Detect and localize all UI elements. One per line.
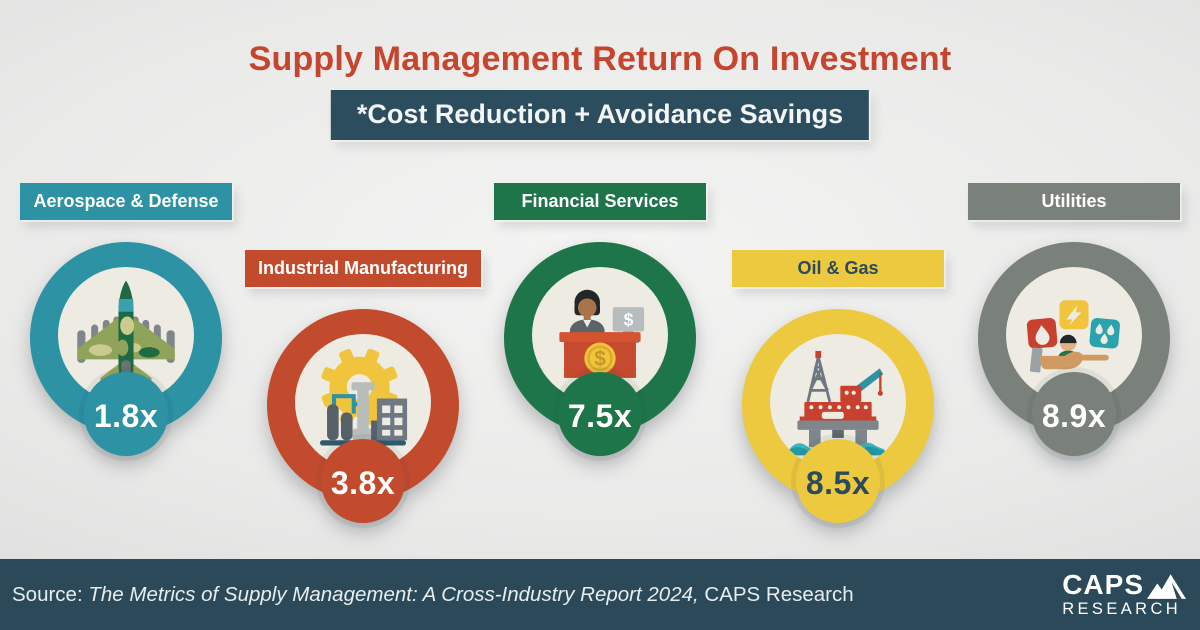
- svg-text:$: $: [594, 348, 606, 371]
- roi-value: 8.9x: [1041, 397, 1107, 434]
- caps-logo-text: CAPS: [1062, 569, 1144, 601]
- subtitle-banner: *Cost Reduction + Avoidance Savings: [330, 90, 870, 140]
- roi-value: 3.8x: [330, 464, 396, 501]
- roi-value: 7.5x: [567, 397, 633, 434]
- caps-logo-row: CAPS: [1062, 569, 1186, 601]
- badge-financial-services: Financial Services $: [482, 183, 718, 456]
- roi-value-bubble: 3.8x: [321, 439, 405, 523]
- source-suffix: CAPS Research: [698, 582, 854, 606]
- industry-label: Oil & Gas: [732, 250, 944, 287]
- source-citation: Source: The Metrics of Supply Management…: [12, 583, 854, 607]
- badge-oil-gas: Oil & Gas: [720, 250, 956, 523]
- roi-badge: 3.8x: [267, 309, 459, 523]
- roi-badge: 8.5x: [742, 309, 934, 523]
- svg-text:$: $: [624, 310, 634, 330]
- badge-utilities: Utilities: [956, 183, 1192, 456]
- mountain-logo-icon: [1147, 574, 1186, 600]
- footer-bar: Source: The Metrics of Supply Management…: [0, 559, 1200, 630]
- source-report-title: The Metrics of Supply Management: A Cros…: [88, 582, 699, 606]
- roi-value: 1.8x: [93, 397, 159, 434]
- badge-aerospace-defense: Aerospace & Defense: [8, 183, 244, 456]
- roi-badge: 8.9x: [978, 242, 1170, 456]
- utilities-hand-icon: [1026, 300, 1120, 373]
- page-title: Supply Management Return On Investment: [248, 40, 952, 78]
- badge-inner-circle: [58, 267, 194, 403]
- roi-value: 8.5x: [805, 464, 871, 501]
- source-prefix: Source:: [12, 582, 89, 606]
- bank-teller-icon: $ $: [559, 289, 645, 378]
- industry-label: Utilities: [968, 183, 1180, 220]
- roi-badge: 1.8x: [30, 242, 222, 456]
- industry-label: Aerospace & Defense: [20, 183, 232, 220]
- roi-value-bubble: 8.5x: [796, 439, 880, 523]
- badge-industrial-manufacturing: Industrial Manufacturing: [245, 250, 481, 523]
- roi-value-bubble: 7.5x: [558, 372, 642, 456]
- roi-badge: $ $ 7.5x: [504, 242, 696, 456]
- caps-research-logo: CAPS RESEARCH: [1062, 571, 1186, 618]
- industry-label: Financial Services: [494, 183, 706, 220]
- roi-value-bubble: 8.9x: [1032, 372, 1116, 456]
- roi-value-bubble: 1.8x: [84, 372, 168, 456]
- industry-label: Industrial Manufacturing: [245, 250, 481, 287]
- research-logo-text: RESEARCH: [1062, 600, 1182, 619]
- oil-rig-icon: [786, 350, 890, 456]
